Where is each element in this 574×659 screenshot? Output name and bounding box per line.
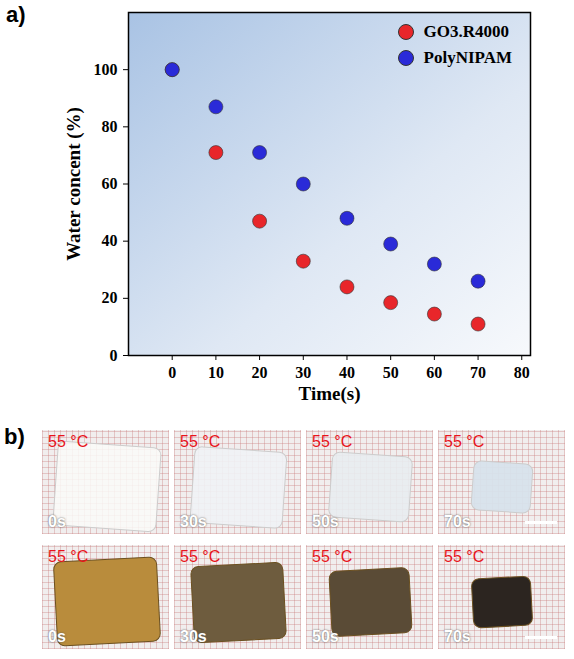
html-text:30s: 30s (180, 513, 207, 530)
html-text:55 °C: 55 °C (48, 548, 89, 565)
html-text:GO3.R4000: GO3.R4000 (423, 22, 509, 41)
svg-text:50: 50 (383, 364, 399, 381)
html-text:70s: 70s (444, 513, 471, 530)
svg-text:100: 100 (94, 61, 118, 78)
html-text:50s: 50s (312, 513, 339, 530)
svg-text:0: 0 (110, 347, 118, 364)
html-text:a): a) (6, 2, 26, 27)
html-text:55 °C: 55 °C (48, 433, 89, 450)
svg-text:60: 60 (102, 175, 118, 192)
svg-text:30: 30 (295, 364, 311, 381)
svg-text:Water concent (%): Water concent (%) (63, 107, 85, 261)
svg-text:40: 40 (102, 232, 118, 249)
html-text:55 °C: 55 °C (444, 548, 485, 565)
svg-text:10: 10 (208, 364, 224, 381)
svg-text:40: 40 (339, 364, 355, 381)
svg-text:70: 70 (470, 364, 486, 381)
svg-text:80: 80 (102, 118, 118, 135)
svg-text:20: 20 (102, 289, 118, 306)
html-text:55 °C: 55 °C (312, 433, 353, 450)
html-text:0s: 0s (48, 513, 66, 530)
html-text:b): b) (4, 424, 25, 449)
html-text:0s: 0s (48, 628, 66, 645)
svg-text:20: 20 (252, 364, 268, 381)
html-text:30s: 30s (180, 628, 207, 645)
svg-text:60: 60 (426, 364, 442, 381)
svg-text:0: 0 (168, 364, 176, 381)
html-text:70s: 70s (444, 628, 471, 645)
html-text:50s: 50s (312, 628, 339, 645)
html-text:55 °C: 55 °C (180, 433, 221, 450)
svg-text:80: 80 (514, 364, 530, 381)
svg-text:Time(s): Time(s) (299, 383, 361, 405)
html-text:PolyNIPAM: PolyNIPAM (423, 48, 512, 67)
html-text:55 °C: 55 °C (180, 548, 221, 565)
html-text:55 °C: 55 °C (312, 548, 353, 565)
html-text:55 °C: 55 °C (444, 433, 485, 450)
